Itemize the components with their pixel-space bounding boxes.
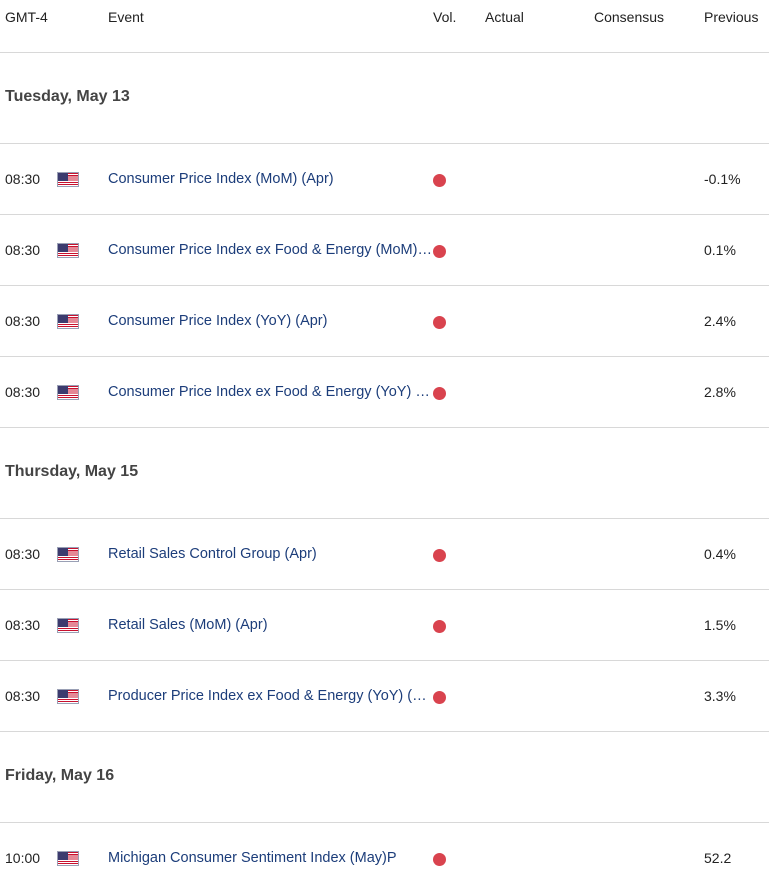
event-row[interactable]: 10:00 Michigan Consumer Sentiment Index … [0, 823, 769, 882]
us-flag-icon [57, 547, 79, 562]
event-time: 10:00 [5, 850, 41, 866]
us-flag-icon [57, 385, 79, 400]
us-flag-icon [57, 243, 79, 258]
previous-value: 52.2 [704, 850, 732, 866]
event-row[interactable]: 08:30 Consumer Price Index ex Food & Ene… [0, 215, 769, 286]
event-name-link[interactable]: Consumer Price Index (MoM) (Apr) [108, 171, 334, 187]
previous-header: Previous [704, 9, 759, 25]
volatility-high-icon [433, 549, 446, 562]
us-flag-icon [57, 689, 79, 704]
us-flag-icon [57, 172, 79, 187]
previous-value: -0.1% [704, 171, 741, 187]
event-name-link[interactable]: Consumer Price Index (YoY) (Apr) [108, 313, 328, 329]
event-time: 08:30 [5, 384, 41, 400]
us-flag-icon [57, 851, 79, 866]
event-row[interactable]: 08:30 Retail Sales (MoM) (Apr) 1.5% [0, 590, 769, 661]
event-time: 08:30 [5, 242, 41, 258]
volatility-header: Vol. [433, 9, 457, 25]
previous-value: 2.8% [704, 384, 736, 400]
event-time: 08:30 [5, 688, 41, 704]
event-name-link[interactable]: Michigan Consumer Sentiment Index (May)P [108, 850, 397, 866]
us-flag-icon [57, 618, 79, 633]
event-name-link[interactable]: Producer Price Index ex Food & Energy (Y… [108, 688, 433, 704]
event-name-link[interactable]: Consumer Price Index ex Food & Energy (Y… [108, 384, 433, 400]
volatility-high-icon [433, 174, 446, 187]
volatility-high-icon [433, 245, 446, 258]
event-time: 08:30 [5, 313, 41, 329]
event-name-link[interactable]: Retail Sales Control Group (Apr) [108, 546, 317, 562]
day-label: Friday, May 16 [5, 767, 115, 784]
event-row[interactable]: 08:30 Retail Sales Control Group (Apr) 0… [0, 519, 769, 590]
event-row[interactable]: 08:30 Producer Price Index ex Food & Ene… [0, 661, 769, 732]
volatility-high-icon [433, 620, 446, 633]
event-row[interactable]: 08:30 Consumer Price Index (YoY) (Apr) 2… [0, 286, 769, 357]
previous-value: 2.4% [704, 313, 736, 329]
consensus-header: Consensus [594, 9, 665, 25]
event-time: 08:30 [5, 617, 41, 633]
day-label: Thursday, May 15 [5, 463, 139, 480]
event-time: 08:30 [5, 171, 41, 187]
volatility-high-icon [433, 853, 446, 866]
event-row[interactable]: 08:30 Consumer Price Index (MoM) (Apr) -… [0, 144, 769, 215]
day-header: Friday, May 16 [0, 732, 769, 823]
previous-value: 3.3% [704, 688, 736, 704]
volatility-high-icon [433, 316, 446, 329]
event-name-link[interactable]: Consumer Price Index ex Food & Energy (M… [108, 242, 433, 258]
timezone-header[interactable]: GMT-4 [5, 9, 48, 25]
us-flag-icon [57, 314, 79, 329]
event-row[interactable]: 08:30 Consumer Price Index ex Food & Ene… [0, 357, 769, 428]
previous-value: 0.4% [704, 546, 736, 562]
day-label: Tuesday, May 13 [5, 88, 130, 105]
actual-header: Actual [485, 9, 524, 25]
day-header: Thursday, May 15 [0, 428, 769, 519]
event-time: 08:30 [5, 546, 41, 562]
event-header: Event [108, 9, 144, 25]
event-name-link[interactable]: Retail Sales (MoM) (Apr) [108, 617, 268, 633]
table-header: GMT-4 Event Vol. Actual Consensus Previo… [0, 0, 769, 53]
day-header: Tuesday, May 13 [0, 53, 769, 144]
volatility-high-icon [433, 387, 446, 400]
previous-value: 1.5% [704, 617, 736, 633]
volatility-high-icon [433, 691, 446, 704]
previous-value: 0.1% [704, 242, 736, 258]
